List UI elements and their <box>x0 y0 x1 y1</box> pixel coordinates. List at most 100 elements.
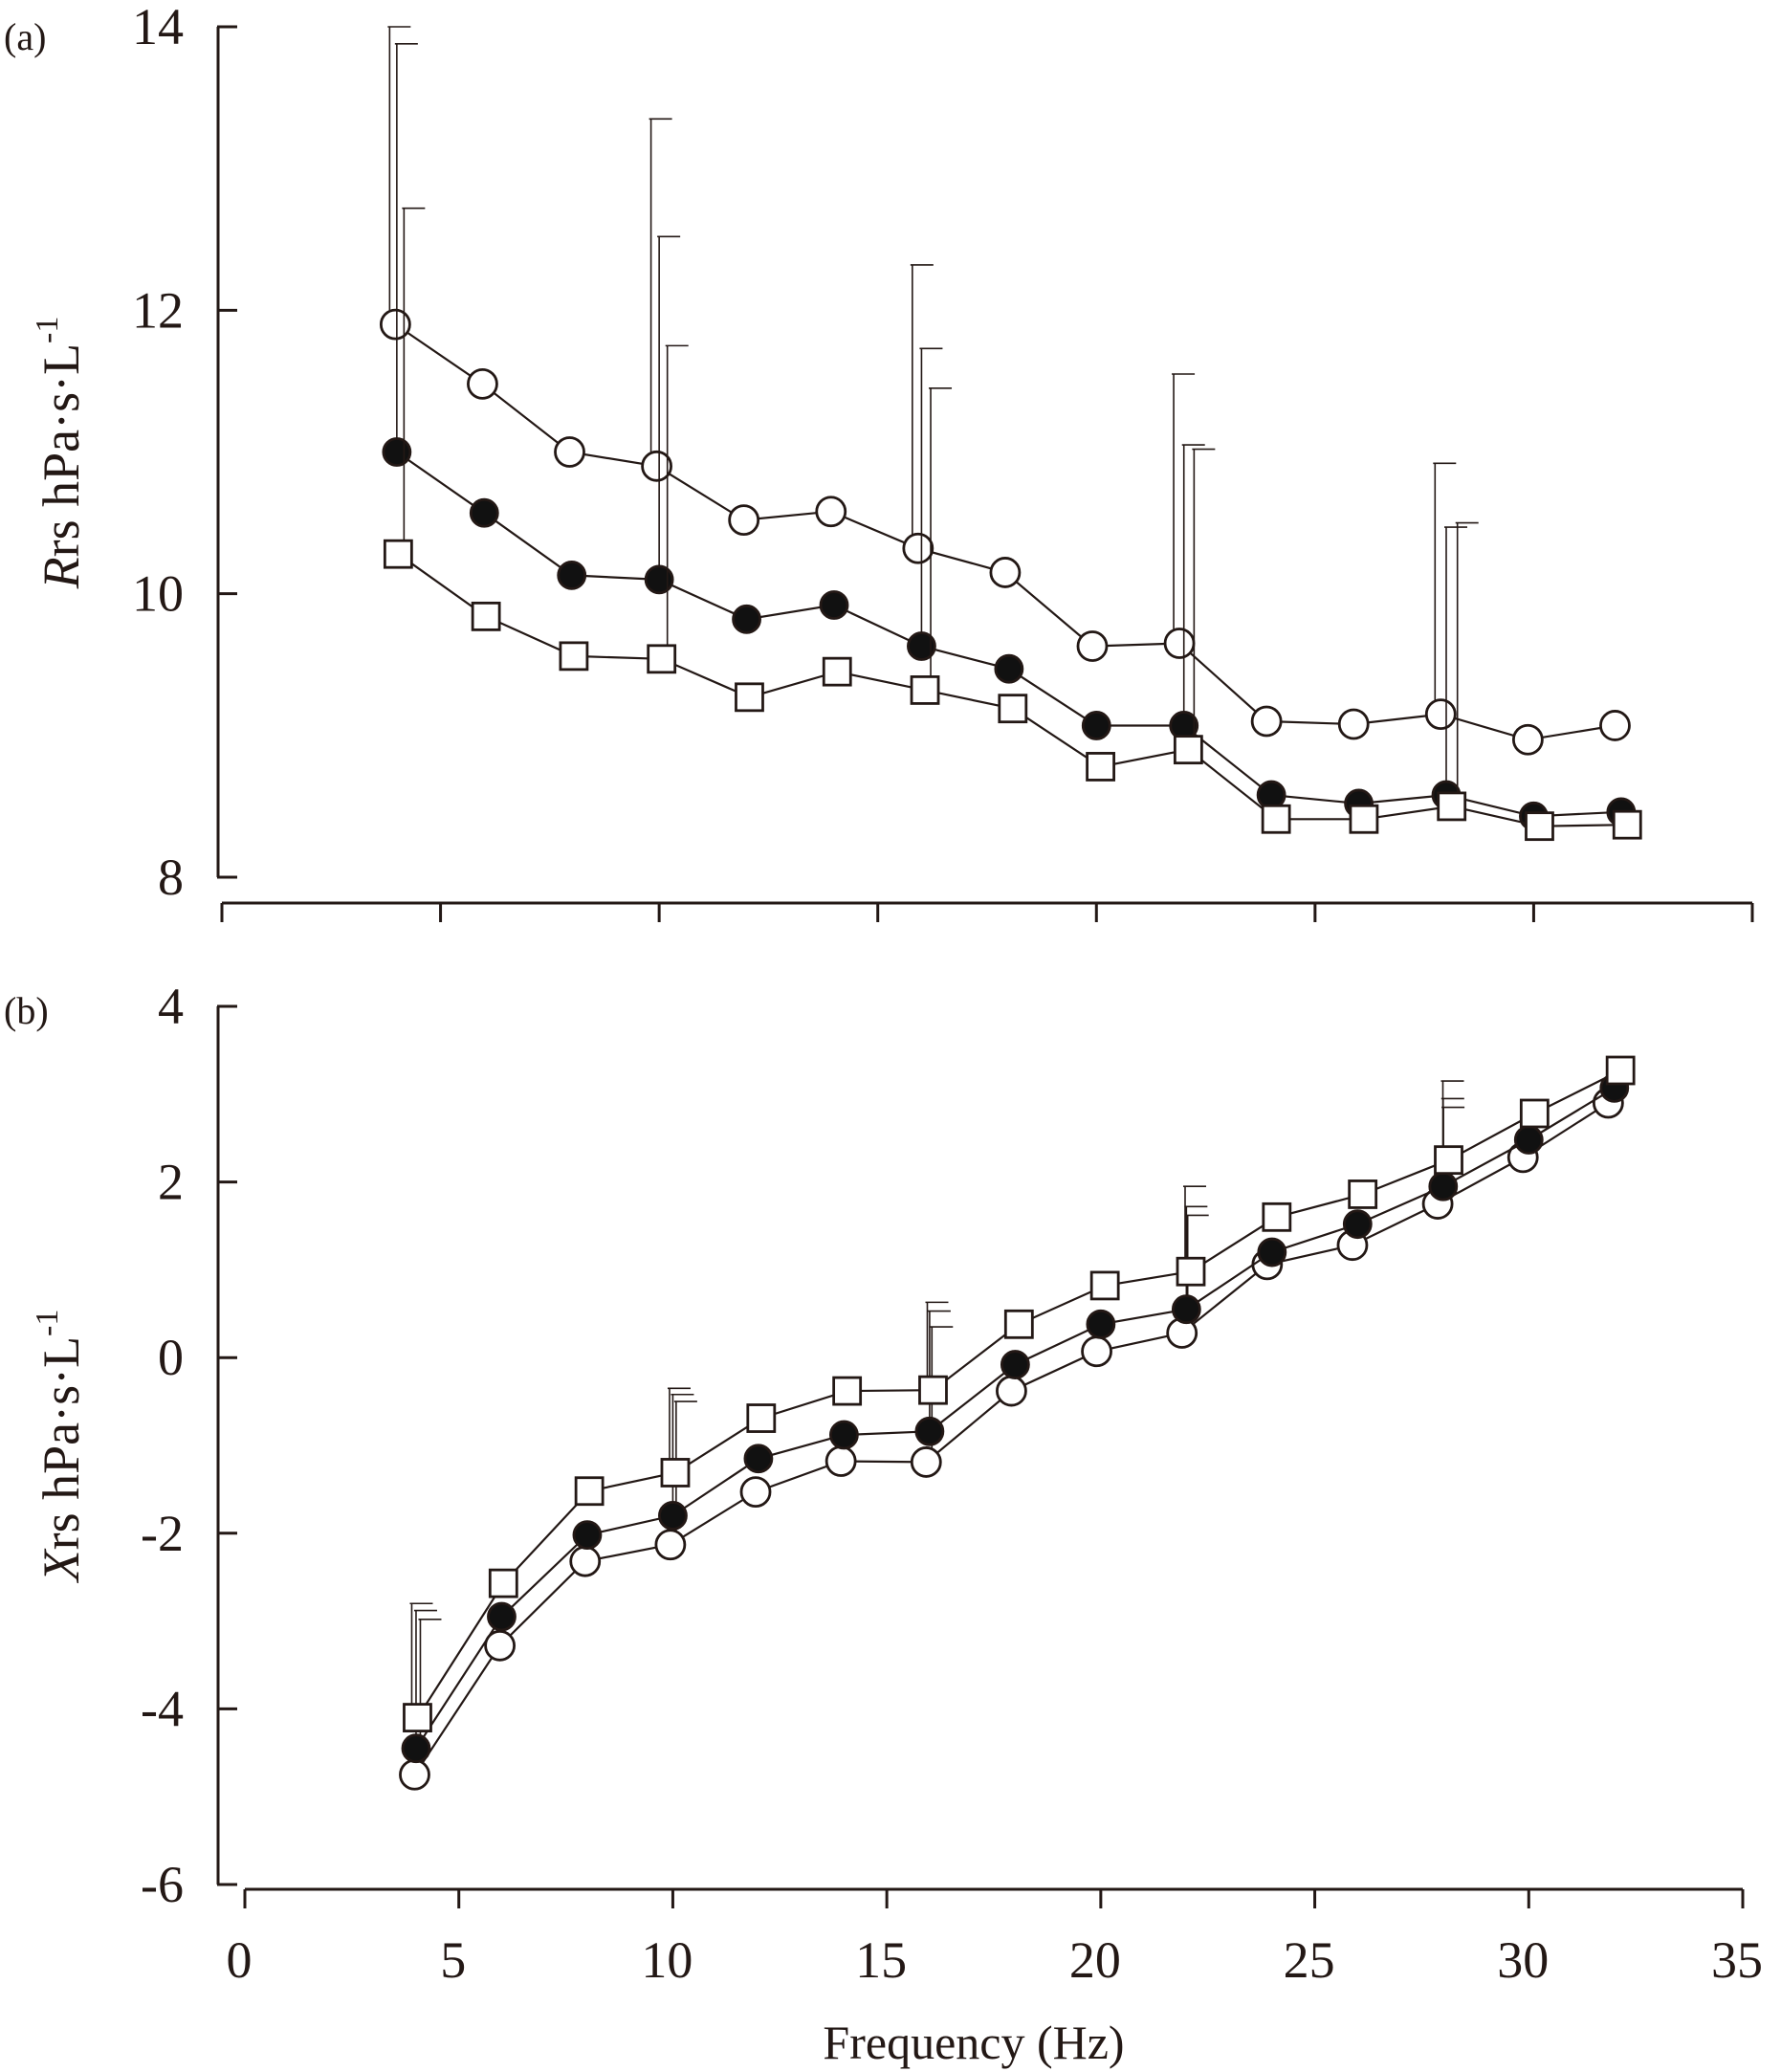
y-axis-label-unit: rs hPa·s·L <box>33 1336 90 1550</box>
data-point-open-circle <box>902 532 934 564</box>
y-tick-label: -2 <box>141 1505 184 1562</box>
panel-b-reactance-chart: (b) -6 -4 -2 0 2 4 0 5 10 15 20 25 30 35 Xrs hPa·s·L-1 F… <box>4 978 1763 2069</box>
data-point-filled-circle <box>658 1501 688 1531</box>
data-point-filled-circle <box>382 437 412 467</box>
data-point-open-circle <box>1511 723 1544 756</box>
data-point-open-circle <box>569 1545 602 1577</box>
data-point-filled-circle <box>907 631 936 661</box>
data-point-filled-circle <box>732 604 761 634</box>
x-tick-label: 30 <box>1497 1931 1549 1989</box>
data-point-open-circle <box>484 1629 517 1662</box>
data-point-square <box>647 644 677 674</box>
data-point-open-circle <box>1424 698 1457 731</box>
data-point-filled-circle <box>469 497 499 528</box>
data-point-square <box>1525 811 1554 842</box>
data-point-square <box>1519 1098 1550 1129</box>
data-point-open-circle <box>910 1446 942 1478</box>
y-axis-label-unit: rs hPa·s·L <box>33 343 90 557</box>
y-axis-label-exponent: -1 <box>30 1310 65 1336</box>
data-point-square <box>1003 1309 1034 1339</box>
data-point-open-circle <box>467 367 498 400</box>
y-tick-label: 0 <box>158 1329 184 1386</box>
data-point-filled-circle <box>1081 711 1111 740</box>
data-point-square <box>383 539 413 569</box>
data-point-open-circle <box>996 1375 1027 1407</box>
data-point-filled-circle <box>743 1444 774 1474</box>
y-tick-label: 2 <box>158 1154 184 1211</box>
data-point-open-circle <box>654 1529 687 1561</box>
data-point-square <box>1434 1145 1463 1176</box>
data-point-square <box>998 694 1028 724</box>
data-point-open-circle <box>399 1758 430 1791</box>
series-open-square <box>383 207 1642 842</box>
y-tick-label: -6 <box>141 1856 184 1913</box>
data-point-square <box>403 1703 432 1732</box>
y-axis-label: Xrs hPa·s·L-1 <box>30 1310 90 1584</box>
series-open-square <box>403 1055 1636 1732</box>
x-tick-label: 10 <box>641 1931 693 1989</box>
data-point-square <box>1176 1256 1206 1287</box>
data-point-open-circle <box>989 557 1022 588</box>
series-open-circle <box>379 26 1631 756</box>
data-point-filled-circle <box>1086 1309 1116 1339</box>
y-axis-label-symbol: X <box>33 1548 90 1583</box>
data-point-open-circle <box>1599 710 1631 741</box>
data-point-square <box>574 1476 605 1507</box>
y-tick-label: -4 <box>141 1680 184 1737</box>
data-point-square <box>1612 809 1642 840</box>
x-tick-label: 25 <box>1284 1931 1335 1989</box>
y-tick-label: 8 <box>158 849 184 906</box>
data-point-open-circle <box>825 1445 857 1477</box>
data-point-filled-circle <box>644 564 674 595</box>
data-point-filled-circle <box>994 653 1024 684</box>
data-point-open-circle <box>379 308 411 341</box>
data-point-open-circle <box>1076 630 1109 662</box>
x-axis-label: Frequency (Hz) <box>823 2016 1124 2069</box>
panel-a-resistance-chart: (a) 8 10 12 14 Rrs hPa·s·L-1 <box>4 0 1754 922</box>
data-point-square <box>488 1568 518 1598</box>
data-point-filled-circle <box>1342 1209 1373 1240</box>
data-point-filled-circle <box>401 1733 431 1764</box>
data-point-open-circle <box>1250 705 1283 738</box>
data-point-filled-circle <box>914 1416 945 1446</box>
data-point-square <box>1262 1201 1292 1232</box>
data-point-square <box>735 682 764 713</box>
data-point-square <box>1089 1270 1120 1301</box>
panel-label: (a) <box>4 15 46 58</box>
data-point-square <box>1605 1055 1636 1086</box>
data-point-open-circle <box>641 450 672 482</box>
data-point-square <box>1437 791 1467 822</box>
series-open-circle <box>399 1087 1624 1791</box>
x-tick-label: 35 <box>1711 1931 1763 1989</box>
y-tick-label: 12 <box>132 281 184 339</box>
y-tick-label: 14 <box>132 0 184 55</box>
data-point-open-circle <box>1163 628 1196 659</box>
data-point-filled-circle <box>819 590 849 620</box>
data-point-filled-circle <box>829 1420 859 1450</box>
data-point-filled-circle <box>1000 1350 1030 1379</box>
data-point-square <box>471 601 501 631</box>
data-point-filled-circle <box>557 561 587 590</box>
y-tick-label: 4 <box>158 978 184 1035</box>
data-point-open-circle <box>728 504 760 537</box>
data-point-open-circle <box>554 436 585 468</box>
data-point-square <box>1173 735 1203 765</box>
data-point-open-circle <box>815 496 847 528</box>
panel-label: (b) <box>4 989 49 1032</box>
data-point-square <box>822 656 852 687</box>
data-point-square <box>910 675 940 705</box>
x-tick-label: 15 <box>855 1931 907 1989</box>
data-point-filled-circle <box>1428 1171 1459 1201</box>
data-point-filled-circle <box>1257 1237 1287 1267</box>
data-point-square <box>660 1458 691 1488</box>
x-tick-label: 0 <box>227 1931 253 1989</box>
y-axis-label: Rrs hPa·s·L-1 <box>30 317 90 590</box>
data-point-square <box>1086 752 1115 782</box>
y-tick-label: 10 <box>132 565 184 623</box>
data-point-open-circle <box>739 1476 772 1509</box>
data-point-open-circle <box>1337 708 1370 740</box>
data-point-square <box>1349 804 1379 834</box>
x-tick-label: 20 <box>1069 1931 1121 1989</box>
data-point-square <box>832 1376 863 1406</box>
